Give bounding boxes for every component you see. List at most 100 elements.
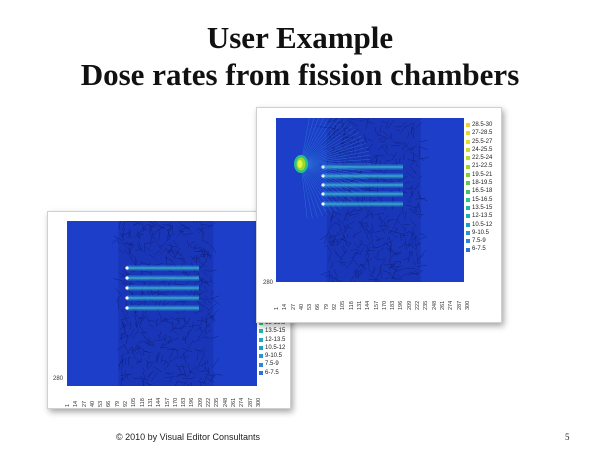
left-x-tick: 261 xyxy=(230,397,237,407)
left-legend-label: 6-7.5 xyxy=(265,369,279,376)
right-legend-label: 22.5-24 xyxy=(472,155,493,162)
source-hotspot xyxy=(294,118,371,219)
right-legend-item: 22.5-24 xyxy=(466,154,492,162)
right-legend-label: 7.5-9 xyxy=(472,238,486,245)
right-legend-item: 25.5-27 xyxy=(466,138,492,146)
right-dose-map xyxy=(276,118,464,282)
left-dose-map-graphic xyxy=(111,221,223,386)
right-legend-swatch xyxy=(466,139,470,144)
right-legend-swatch xyxy=(466,181,470,186)
left-x-tick: 79 xyxy=(114,400,121,407)
right-legend-label: 12-13.5 xyxy=(472,213,493,220)
left-legend-item: 10.5-12 xyxy=(259,344,285,352)
right-legend-label: 13.5-15 xyxy=(472,204,493,211)
right-legend-label: 19.5-21 xyxy=(472,171,493,178)
left-legend-swatch xyxy=(259,370,263,375)
right-legend-swatch xyxy=(466,239,470,244)
right-legend-swatch xyxy=(466,123,470,128)
right-legend-item: 21-22.5 xyxy=(466,162,492,170)
right-legend-swatch xyxy=(466,222,470,227)
right-legend-label: 6-7.5 xyxy=(472,246,486,253)
left-x-tick: 40 xyxy=(89,400,96,407)
right-legend-swatch xyxy=(466,164,470,169)
right-x-tick: 79 xyxy=(323,303,330,310)
right-x-tick: 144 xyxy=(365,300,372,310)
map-central-region xyxy=(326,118,421,282)
right-legend-swatch xyxy=(466,247,470,252)
left-legend-swatch xyxy=(259,354,263,359)
right-legend-label: 18-19.5 xyxy=(472,180,493,187)
left-x-tick: 287 xyxy=(247,397,254,407)
left-legend-label: 9-10.5 xyxy=(265,353,283,360)
left-legend-swatch xyxy=(259,337,263,342)
right-legend-label: 21-22.5 xyxy=(472,163,493,170)
page-number: 5 xyxy=(565,432,570,442)
left-x-tick: 300 xyxy=(255,397,262,407)
right-legend-item: 7.5-9 xyxy=(466,237,492,245)
slide-subtitle: Dose rates from fission chambers xyxy=(80,57,520,92)
left-y-tick: 280 xyxy=(53,376,64,382)
right-x-tick: 105 xyxy=(340,300,347,310)
right-legend-swatch xyxy=(466,172,470,177)
right-legend-item: 13.5-15 xyxy=(466,204,492,212)
right-legend-label: 24-25.5 xyxy=(472,146,493,153)
right-legend-item: 18-19.5 xyxy=(466,179,492,187)
left-legend-item: 12-13.5 xyxy=(259,336,285,344)
right-x-tick: 118 xyxy=(348,301,355,310)
left-x-tick: 105 xyxy=(131,397,138,407)
right-x-tick: 66 xyxy=(315,303,322,310)
right-legend-swatch xyxy=(466,131,470,136)
right-x-tick: 196 xyxy=(398,300,405,310)
right-x-tick: 235 xyxy=(423,300,430,310)
right-x-tick: 209 xyxy=(406,300,413,310)
right-legend-swatch xyxy=(466,189,470,194)
left-x-tick: 196 xyxy=(189,397,196,407)
right-legend-label: 15-16.5 xyxy=(472,196,493,203)
right-legend-item: 28.5-30 xyxy=(466,121,492,129)
left-x-tick: 157 xyxy=(164,397,171,407)
right-legend-item: 6-7.5 xyxy=(466,245,492,253)
right-x-tick: 170 xyxy=(381,300,388,310)
left-dose-figure: 15-16.5 13.5-15 12-13.5 10.5-12 9-10.5 7.5-9 6… xyxy=(47,211,291,409)
right-x-tick: 14 xyxy=(282,303,289,310)
left-legend-label: 15-16.5 xyxy=(265,320,286,326)
left-x-tick: 248 xyxy=(222,397,229,407)
slide-title: User Example xyxy=(206,20,394,55)
right-legend-item: 15-16.5 xyxy=(466,196,492,204)
left-legend-label: 7.5-9 xyxy=(265,361,279,368)
right-legend-label: 28.5-30 xyxy=(472,122,493,128)
left-legend-swatch xyxy=(259,321,263,326)
left-legend-item: 9-10.5 xyxy=(259,352,285,360)
right-legend-item: 12-13.5 xyxy=(466,212,492,220)
left-x-tick: 118 xyxy=(139,398,146,407)
right-x-tick: 40 xyxy=(298,303,305,310)
left-x-tick: 66 xyxy=(106,400,113,407)
right-legend-item: 9-10.5 xyxy=(466,229,492,237)
right-legend-item: 19.5-21 xyxy=(466,171,492,179)
left-x-tick: 209 xyxy=(197,397,204,407)
right-x-tick: 300 xyxy=(464,300,471,310)
right-x-tick: 274 xyxy=(448,300,455,310)
right-x-axis-ticks: 1 14 27 40 53 66 79 92 105 118 131 144 157 170 183 196 2… xyxy=(274,288,473,310)
left-legend-item: 7.5-9 xyxy=(259,360,285,368)
left-x-tick: 170 xyxy=(172,397,179,407)
right-x-tick: 27 xyxy=(290,303,297,310)
left-legend-label: 10.5-12 xyxy=(265,344,286,351)
left-legend-item: 13.5-15 xyxy=(259,327,285,335)
left-x-axis-ticks: 1 14 27 40 53 66 79 92 105 118 131 144 157 170 183 196 2… xyxy=(65,387,264,407)
right-legend-swatch xyxy=(466,156,470,161)
right-legend-swatch xyxy=(466,231,470,235)
right-x-tick: 261 xyxy=(439,300,446,310)
right-legend-label: 9-10.5 xyxy=(472,229,490,236)
left-legend-label: 13.5-15 xyxy=(265,328,286,335)
left-legend-swatch xyxy=(259,346,263,351)
right-y-tick: 280 xyxy=(263,280,274,286)
left-x-tick: 274 xyxy=(239,397,246,407)
right-legend-swatch xyxy=(466,197,470,202)
left-legend-item: 15-16.5 xyxy=(259,319,285,327)
left-x-tick: 14 xyxy=(73,400,80,407)
left-dose-map xyxy=(67,221,257,386)
left-x-tick: 144 xyxy=(156,397,163,407)
right-legend-item: 16.5-18 xyxy=(466,187,492,195)
footer-copyright: © 2010 by Visual Editor Consultants xyxy=(116,432,261,442)
